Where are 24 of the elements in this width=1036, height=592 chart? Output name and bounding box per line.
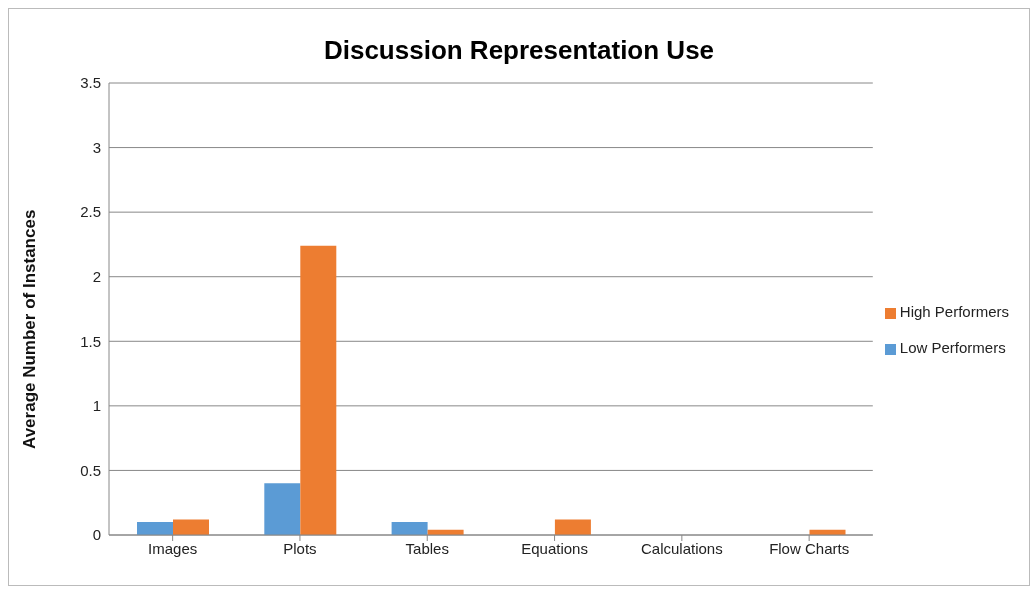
y-tick-label: 3 — [92, 138, 101, 156]
bar — [173, 519, 210, 535]
x-tick-label: Equations — [521, 539, 588, 557]
x-tick-label: Flow Charts — [769, 539, 850, 557]
bar — [554, 519, 591, 535]
y-tick-label: 3.5 — [80, 74, 101, 92]
y-tick-label: 1.5 — [80, 332, 101, 350]
x-tick-label: Plots — [283, 539, 317, 557]
x-tick-label: Calculations — [640, 539, 723, 557]
y-tick-label: 2 — [92, 268, 101, 286]
legend-label: High Performers — [899, 303, 1009, 320]
y-tick-label: 0 — [92, 526, 101, 544]
x-tick-label: Images — [148, 539, 198, 557]
y-tick-label: 1 — [92, 397, 101, 415]
bar — [300, 245, 337, 535]
bar — [391, 522, 428, 535]
bar — [137, 522, 174, 535]
legend-label: Low Performers — [899, 339, 1006, 356]
y-tick-label: 0.5 — [80, 461, 101, 479]
y-tick-label: 2.5 — [80, 203, 101, 221]
y-axis-title: Average Number of Instances — [20, 209, 40, 449]
bar — [264, 483, 301, 535]
x-tick-label: Tables — [405, 539, 449, 557]
chart-title: Discussion Representation Use — [322, 34, 716, 67]
